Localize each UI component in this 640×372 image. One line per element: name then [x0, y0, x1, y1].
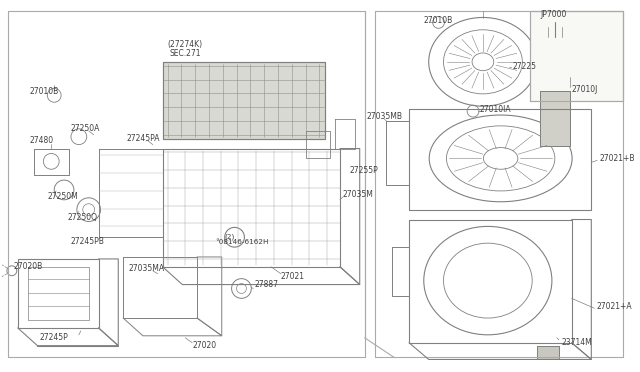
- Text: 27245P: 27245P: [40, 333, 68, 342]
- Text: 27250Q: 27250Q: [67, 213, 97, 222]
- Text: (2): (2): [225, 233, 235, 240]
- Text: 27020: 27020: [192, 341, 216, 350]
- Text: 23714M: 23714M: [562, 338, 593, 347]
- Text: 27250A: 27250A: [71, 124, 100, 133]
- Bar: [540, 92, 570, 145]
- Text: (27274K): (27274K): [168, 39, 203, 49]
- Text: 27035M: 27035M: [343, 190, 374, 199]
- Bar: [540, 92, 570, 145]
- Text: JP7000: JP7000: [540, 10, 566, 19]
- Text: 27010IA: 27010IA: [480, 105, 511, 113]
- Text: 27250M: 27250M: [47, 192, 78, 201]
- Text: 27021+B: 27021+B: [599, 154, 635, 163]
- Text: 27010B: 27010B: [424, 16, 453, 25]
- Text: 27010J: 27010J: [572, 85, 598, 94]
- Text: 27225: 27225: [513, 62, 536, 71]
- Text: 27245PB: 27245PB: [71, 237, 105, 246]
- Bar: [537, 346, 559, 359]
- Bar: [537, 346, 559, 359]
- Text: 27887: 27887: [254, 280, 278, 289]
- Text: 27480: 27480: [29, 136, 54, 145]
- Text: 27255P: 27255P: [350, 166, 379, 175]
- Text: 27020B: 27020B: [14, 262, 43, 271]
- Text: °08146-6162H: °08146-6162H: [215, 239, 268, 245]
- Text: 27035MA: 27035MA: [128, 264, 164, 273]
- Text: 27010B: 27010B: [29, 87, 59, 96]
- Text: 27245PA: 27245PA: [126, 134, 159, 143]
- Text: 27021: 27021: [281, 272, 305, 281]
- Bar: [163, 62, 325, 139]
- Text: 27035MB: 27035MB: [367, 112, 403, 121]
- Text: SEC.271: SEC.271: [170, 49, 201, 58]
- Text: 27021+A: 27021+A: [596, 302, 632, 311]
- Bar: [530, 10, 623, 101]
